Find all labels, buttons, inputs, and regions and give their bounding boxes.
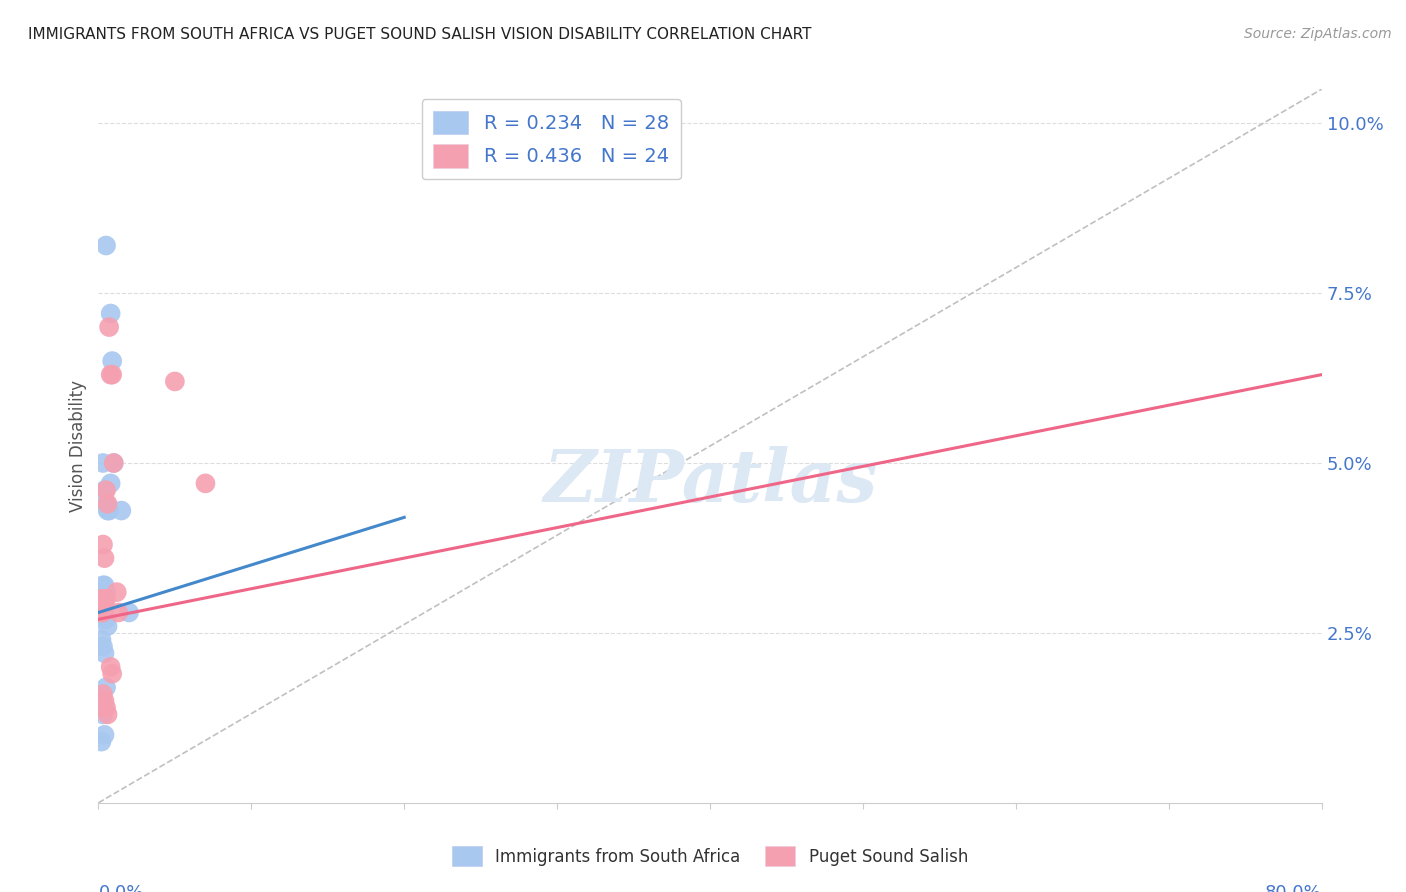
Point [97, 707, 120, 722]
Point [91, 537, 114, 551]
Point [107, 606, 129, 620]
Point [90, 585, 112, 599]
Text: Source: ZipAtlas.com: Source: ZipAtlas.com [1244, 27, 1392, 41]
Point [91, 599, 114, 613]
Point [94, 497, 117, 511]
Point [93, 483, 115, 498]
Point [91, 591, 114, 606]
Point [101, 368, 124, 382]
Point [93, 646, 115, 660]
Point [91, 578, 114, 592]
Point [101, 354, 124, 368]
Point [91, 687, 114, 701]
Point [91, 606, 114, 620]
Point [98, 320, 121, 334]
Point [101, 666, 124, 681]
Point [91, 456, 114, 470]
Point [94, 483, 117, 498]
Point [100, 660, 122, 674]
Point [103, 456, 125, 470]
Point [110, 503, 132, 517]
Point [94, 591, 117, 606]
Text: IMMIGRANTS FROM SOUTH AFRICA VS PUGET SOUND SALISH VISION DISABILITY CORRELATION: IMMIGRANTS FROM SOUTH AFRICA VS PUGET SO… [28, 27, 811, 42]
Point [93, 578, 115, 592]
Point [90, 632, 112, 647]
Point [118, 606, 141, 620]
Point [100, 476, 122, 491]
Point [94, 680, 117, 694]
Text: 0.0%: 0.0% [98, 884, 143, 892]
Point [91, 591, 114, 606]
Point [91, 707, 114, 722]
Point [100, 368, 122, 382]
Point [93, 694, 115, 708]
Point [93, 551, 115, 566]
Legend: Immigrants from South Africa, Puget Sound Salish: Immigrants from South Africa, Puget Soun… [446, 839, 974, 873]
Point [93, 591, 115, 606]
Point [91, 640, 114, 654]
Point [94, 700, 117, 714]
Point [103, 456, 125, 470]
Text: 80.0%: 80.0% [1265, 884, 1322, 892]
Point [93, 606, 115, 620]
Point [100, 306, 122, 320]
Point [94, 585, 117, 599]
Text: ZIPatlas: ZIPatlas [543, 446, 877, 517]
Point [90, 606, 112, 620]
Point [163, 375, 186, 389]
Point [194, 476, 217, 491]
Point [94, 612, 117, 626]
Point [105, 585, 128, 599]
Point [97, 503, 120, 517]
Point [97, 497, 120, 511]
Point [93, 728, 115, 742]
Point [98, 503, 121, 517]
Point [90, 591, 112, 606]
Point [94, 238, 117, 252]
Y-axis label: Vision Disability: Vision Disability [69, 380, 87, 512]
Point [97, 619, 120, 633]
Point [90, 734, 112, 748]
